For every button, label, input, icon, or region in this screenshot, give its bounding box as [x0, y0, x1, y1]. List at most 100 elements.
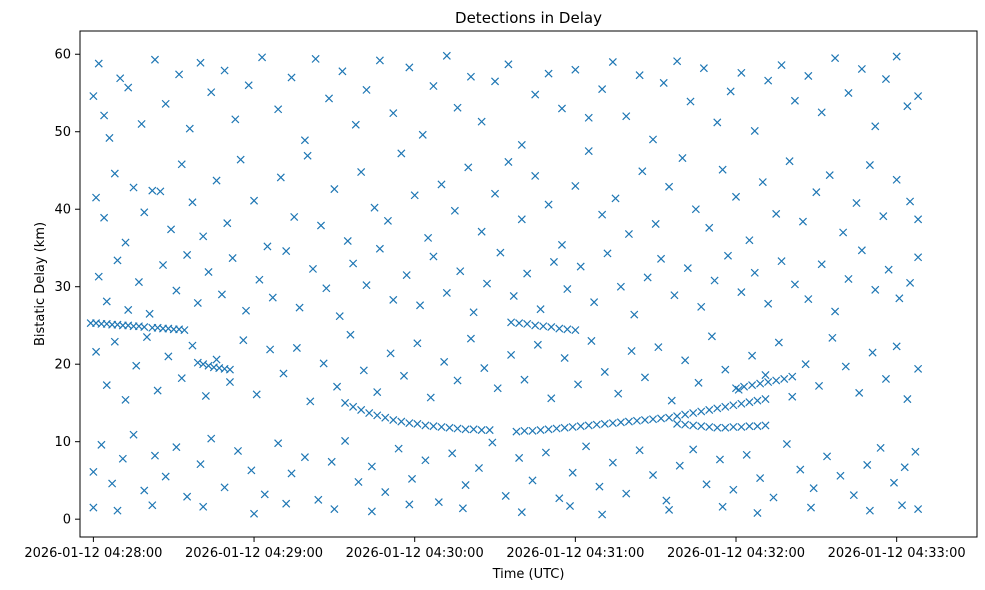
data-point	[113, 506, 122, 515]
data-point	[92, 193, 101, 202]
data-point	[421, 421, 430, 430]
data-point	[491, 77, 500, 86]
data-point	[592, 420, 601, 429]
data-point	[584, 421, 593, 430]
y-tick-label: 30	[54, 280, 71, 295]
data-point	[397, 149, 406, 158]
data-point	[410, 191, 419, 200]
data-point	[110, 337, 119, 346]
data-point	[129, 430, 138, 439]
data-point	[726, 87, 735, 96]
data-point	[745, 398, 754, 407]
data-point	[319, 359, 328, 368]
data-point	[220, 483, 229, 492]
data-point	[683, 264, 692, 273]
data-point	[903, 102, 912, 111]
data-point	[330, 185, 339, 194]
data-point	[177, 374, 186, 383]
data-point	[92, 347, 101, 356]
data-point	[485, 426, 494, 435]
data-point	[124, 83, 133, 92]
data-point	[357, 168, 366, 177]
data-point	[453, 376, 462, 385]
data-point	[705, 405, 714, 414]
data-point	[643, 273, 652, 282]
data-point	[158, 260, 168, 270]
data-point	[148, 501, 157, 510]
data-point	[844, 88, 853, 98]
data-point	[748, 351, 757, 360]
data-point	[812, 188, 821, 197]
data-point	[89, 503, 98, 512]
data-point	[895, 294, 904, 303]
data-point	[362, 281, 371, 290]
data-point	[549, 257, 558, 266]
data-point	[311, 54, 320, 63]
data-point	[705, 422, 714, 431]
data-point	[167, 225, 176, 234]
data-point	[737, 68, 746, 77]
data-point	[675, 461, 684, 470]
data-point	[255, 275, 264, 284]
data-point	[590, 298, 599, 307]
data-point	[161, 99, 170, 108]
data-point	[247, 466, 256, 475]
data-point	[183, 492, 192, 501]
data-point	[517, 140, 526, 149]
data-point	[118, 454, 127, 463]
data-point	[102, 381, 111, 390]
data-point	[750, 126, 759, 135]
x-axis: 2026-01-12 04:28:00 2026-01-12 04:29:00 20…	[24, 537, 966, 561]
x-tick-label: 2026-01-12 04:31:00	[506, 546, 644, 561]
data-point	[772, 376, 781, 385]
data-point	[852, 198, 861, 208]
data-point	[665, 182, 674, 191]
data-point	[290, 212, 299, 221]
data-point	[528, 476, 537, 485]
data-point	[814, 381, 824, 390]
data-point	[341, 398, 350, 407]
data-point	[520, 426, 529, 435]
data-point	[183, 250, 192, 259]
data-point	[731, 192, 741, 201]
data-point	[413, 339, 422, 348]
data-point	[616, 282, 625, 291]
data-point	[365, 408, 374, 418]
data-point	[539, 322, 548, 331]
plot-frame	[79, 30, 978, 538]
data-point	[772, 209, 781, 218]
data-point	[614, 389, 623, 398]
data-point	[172, 286, 181, 295]
data-point	[598, 510, 607, 519]
data-point	[207, 434, 216, 443]
data-point	[857, 64, 866, 73]
data-point	[608, 57, 617, 67]
data-point	[697, 407, 706, 416]
data-point	[94, 59, 103, 68]
data-point	[616, 418, 625, 427]
data-point	[742, 450, 751, 459]
data-point	[343, 236, 352, 246]
data-point	[884, 265, 893, 274]
data-point	[448, 449, 457, 458]
data-point	[898, 501, 907, 510]
data-point	[196, 460, 205, 469]
data-point	[667, 396, 676, 405]
data-point	[764, 377, 773, 387]
data-point	[718, 502, 727, 511]
data-point	[153, 386, 162, 395]
data-point	[150, 55, 159, 64]
data-point	[405, 63, 414, 72]
y-tick-label: 60	[54, 48, 71, 63]
data-point	[761, 421, 770, 430]
data-point	[753, 396, 762, 405]
data-point	[100, 213, 109, 222]
data-point	[689, 408, 698, 418]
y-axis: 0 10 20 30 40 50 60	[54, 48, 80, 528]
data-point	[598, 210, 607, 219]
data-point	[686, 97, 695, 106]
data-point	[207, 88, 216, 97]
data-point	[780, 374, 789, 383]
data-point	[397, 417, 406, 426]
